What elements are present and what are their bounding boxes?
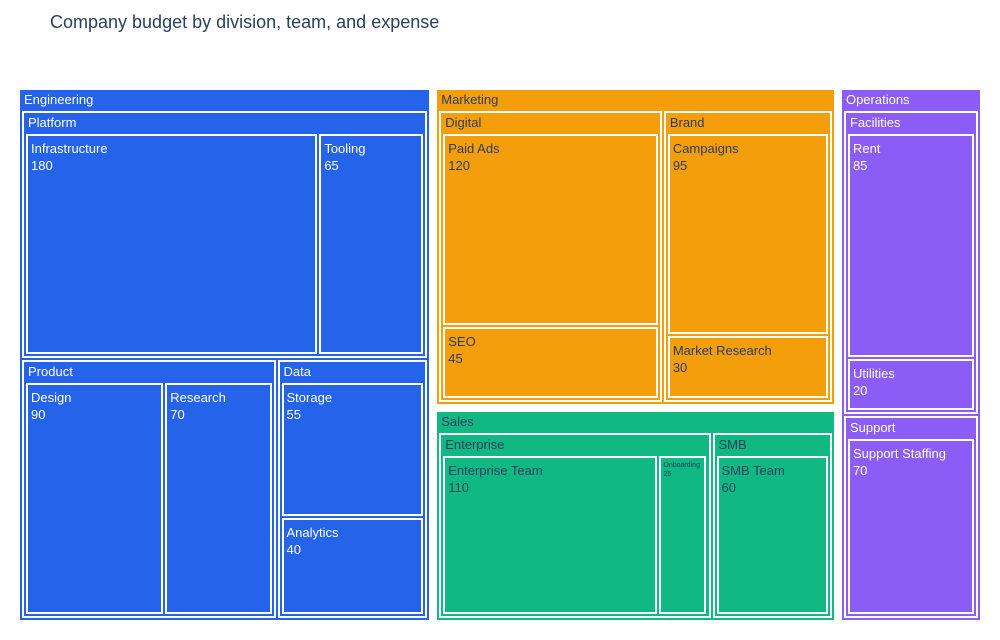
division-label: Marketing	[441, 92, 499, 107]
team-label: Facilities	[849, 115, 901, 130]
leaf-value: 30	[672, 359, 688, 375]
team-label: Product	[28, 364, 73, 380]
leaf-value: 120	[448, 158, 470, 173]
leaf-enterprise-team[interactable]: Enterprise Team 110	[443, 455, 658, 614]
division-label: Operations	[845, 92, 910, 107]
leaf-value: 20	[852, 383, 868, 399]
leaf-utilities[interactable]: Utilities 20	[847, 359, 974, 411]
leaf-label: Utilities 20	[853, 365, 895, 399]
leaf-value: 45	[448, 351, 463, 367]
leaf-rent[interactable]: Rent 85	[847, 134, 974, 358]
division-label: Sales	[441, 413, 474, 429]
leaf-value: 90	[31, 407, 46, 423]
leaf-analytics[interactable]: Analytics 40	[281, 518, 424, 614]
leaf-name: Enterprise Team	[448, 462, 543, 478]
leaf-label: Campaigns 95	[673, 140, 739, 174]
team-label: Enterprise	[445, 436, 505, 452]
leaf-storage[interactable]: Storage 55	[281, 383, 424, 517]
leaf-value: 70	[852, 463, 868, 479]
leaf-value: 85	[852, 158, 868, 173]
leaf-seo[interactable]: SEO 45	[443, 327, 658, 398]
team-label: Data	[283, 364, 311, 380]
leaf-market-research[interactable]: Market Research 30	[667, 335, 828, 398]
leaf-name: Support Staffing	[852, 446, 946, 462]
leaf-support-staffing[interactable]: Support Staffing 70	[847, 439, 974, 614]
leaf-smb-team[interactable]: SMB Team 60	[716, 455, 828, 614]
leaf-name: Research	[170, 390, 226, 406]
leaf-label: Paid Ads 120	[448, 140, 499, 174]
leaf-name: SEO	[448, 334, 476, 350]
leaf-name: Utilities	[852, 366, 895, 382]
team-label: Platform	[28, 115, 77, 130]
leaf-value: 95	[672, 158, 688, 173]
leaf-onboarding[interactable]: Onboarding 25	[659, 455, 707, 614]
leaf-name: Market Research	[672, 342, 772, 358]
leaf-research[interactable]: Research 70	[165, 383, 272, 614]
leaf-label: Research 70	[170, 389, 226, 423]
leaf-label: Support Staffing 70	[853, 445, 946, 479]
leaf-name: Tooling	[324, 141, 366, 156]
leaf-label: Enterprise Team 110	[448, 462, 542, 496]
leaf-name: Campaigns	[672, 141, 739, 156]
leaf-infrastructure[interactable]: Infrastructure 180	[26, 134, 318, 355]
leaf-value: 65	[324, 158, 339, 173]
team-label: Support	[849, 420, 896, 436]
leaf-label: Analytics 40	[287, 524, 339, 558]
leaf-name: Storage	[286, 390, 333, 406]
leaf-name: Design	[31, 390, 72, 406]
division-label: Engineering	[24, 92, 94, 107]
chart-title: Company budget by division, team, and ex…	[50, 12, 440, 32]
leaf-label: Tooling 65	[324, 140, 365, 174]
leaf-value: 70	[170, 407, 185, 423]
leaf-value: 60	[721, 479, 736, 495]
leaf-label: Infrastructure 180	[31, 140, 108, 174]
team-label: Brand	[669, 115, 705, 130]
leaf-value: 110	[448, 479, 469, 495]
leaf-tooling[interactable]: Tooling 65	[319, 134, 424, 355]
leaf-label: SMB Team 60	[722, 462, 785, 496]
leaf-label: SEO 45	[448, 333, 475, 367]
leaf-name: SMB Team	[721, 462, 785, 478]
leaf-campaigns[interactable]: Campaigns 95	[667, 134, 828, 334]
leaf-design[interactable]: Design 90	[26, 383, 164, 614]
leaf-value: 55	[286, 407, 301, 423]
leaf-value: 180	[31, 158, 53, 173]
leaf-label: Storage 55	[287, 389, 333, 423]
leaf-label: Rent 85	[853, 140, 880, 174]
leaf-paid-ads[interactable]: Paid Ads 120	[443, 134, 658, 326]
leaf-name: Analytics	[286, 525, 339, 541]
leaf-name: Rent	[852, 141, 881, 156]
leaf-name: Paid Ads	[448, 141, 500, 156]
leaf-name: Infrastructure	[31, 141, 108, 156]
leaf-label: Market Research 30	[673, 342, 772, 376]
leaf-value: 25	[663, 470, 672, 478]
leaf-label: Onboarding 25	[663, 461, 700, 479]
leaf-value: 40	[286, 542, 301, 558]
team-label: Digital	[445, 115, 482, 130]
leaf-name: Onboarding	[663, 461, 700, 469]
team-label: SMB	[718, 436, 747, 452]
leaf-label: Design 90	[31, 389, 71, 423]
